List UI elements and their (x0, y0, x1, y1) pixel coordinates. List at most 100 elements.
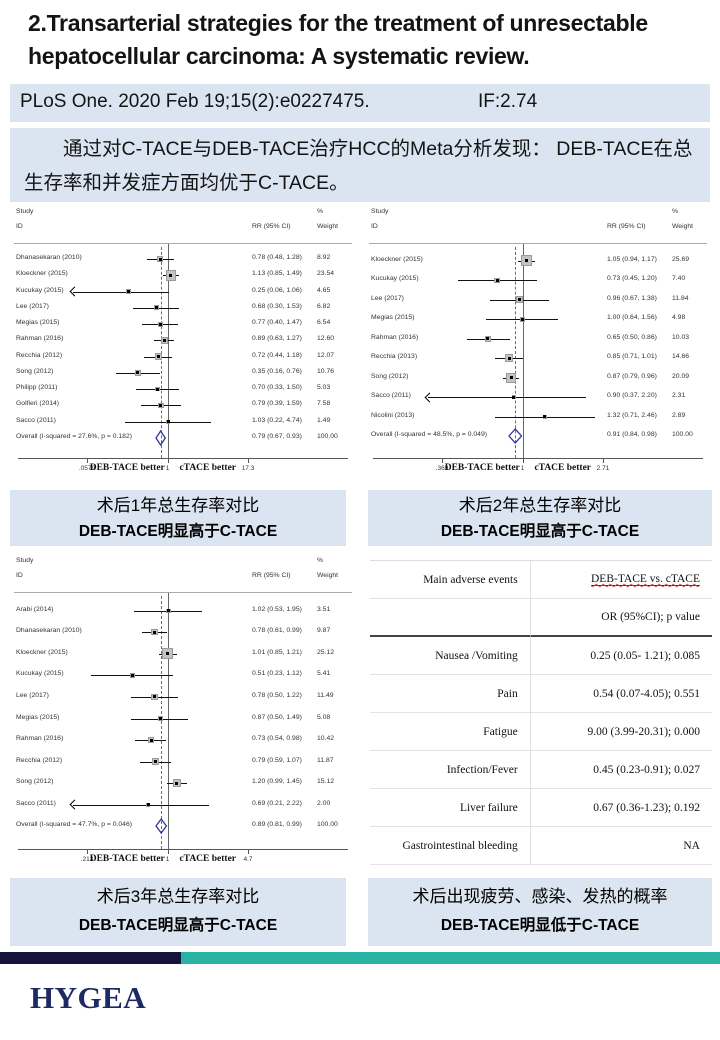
weight-value: 5.08 (317, 713, 331, 721)
col-header-study: Study (16, 208, 34, 215)
rr-value: 0.89 (0.81, 0.99) (252, 821, 302, 829)
study-label: Dhanasekaran (2010) (16, 627, 82, 635)
effect-point (156, 355, 160, 359)
rr-value: 1.05 (0.94, 1.17) (607, 255, 657, 263)
rr-value: 0.96 (0.67, 1.38) (607, 294, 657, 302)
rr-value: 1.13 (0.85, 1.49) (252, 270, 302, 278)
ci-arrow-left (69, 286, 80, 297)
study-label: Song (2012) (16, 778, 54, 786)
rr-value: 1.20 (0.99, 1.45) (252, 778, 302, 786)
effect-point (175, 781, 179, 785)
caption-line2: DEB-TACE明显高于C-TACE (440, 523, 640, 540)
study-label: Kucukay (2015) (371, 275, 419, 283)
effect-point (507, 356, 511, 360)
weight-value: 12.07 (317, 351, 335, 359)
axis-text-left: DEB-TACE better (89, 463, 165, 473)
overall-estimate-line (160, 247, 162, 458)
col-header-weight: Weight (672, 223, 694, 230)
study-label: Recchia (2013) (371, 353, 418, 361)
col-header-rr: RR (95% CI) (252, 223, 291, 230)
ci-line (428, 397, 587, 399)
rr-value: 0.51 (0.23, 1.12) (252, 670, 302, 678)
header-rule (369, 243, 707, 244)
page-title: 2.Transarterial strategies for the treat… (28, 10, 648, 70)
weight-value: 10.03 (672, 333, 690, 341)
col-header-weight: Weight (317, 223, 339, 230)
rr-value: 0.79 (0.39, 1.59) (252, 400, 302, 408)
value-cell: 9.00 (3.99-20.31); 0.000 (530, 713, 712, 751)
x-axis-tick-label: 4.7 (243, 856, 253, 863)
study-label: Rahman (2016) (16, 735, 64, 743)
null-line (522, 244, 524, 458)
x-axis-tick-label: .213 (80, 856, 94, 863)
ci-arrow-left (69, 799, 80, 810)
effect-point (153, 760, 157, 764)
x-axis-tick (248, 459, 249, 463)
rr-value: 1.00 (0.64, 1.56) (607, 314, 657, 322)
rr-value: 1.32 (0.71, 2.46) (607, 411, 657, 419)
weight-value: 9.87 (317, 627, 331, 635)
study-label: Philipp (2011) (16, 384, 58, 392)
table-header-comparison: DEB-TACE vs. cTACE (590, 573, 700, 586)
col-header-study: Study (16, 557, 34, 564)
study-label: Kucukay (2015) (16, 670, 64, 678)
study-label: Kloeckner (2015) (16, 648, 68, 656)
value-cell: 0.25 (0.05- 1.21); 0.085 (530, 637, 712, 675)
journal-bar: PLoS One. 2020 Feb 19;15(2):e0227475. IF… (10, 84, 710, 122)
x-axis-tick (87, 850, 88, 854)
weight-value: 100.00 (317, 432, 338, 440)
rr-value: 0.65 (0.50, 0.86) (607, 333, 657, 341)
weight-value: 14.66 (672, 353, 690, 361)
table-row: Gastrointestinal bleeding NA (370, 827, 712, 865)
x-axis-line (18, 849, 348, 850)
forest-plot-1yr-os: Study ID% RR (95% CI) Weight Dhanasekaran (2… (10, 203, 356, 485)
table-subheader-col1 (370, 599, 531, 637)
effect-point (169, 273, 173, 277)
value-cell: 0.45 (0.23-0.91); 0.027 (530, 751, 712, 789)
study-label: Lee (2017) (16, 302, 49, 310)
weight-value: 2.00 (317, 799, 331, 807)
rr-value: 0.25 (0.06, 1.06) (252, 286, 302, 294)
col-header-pct: % (317, 208, 324, 215)
hygea-logo: HYGEA (30, 980, 147, 1015)
table-header-comparison-text: DEB-TACE vs. cTACE (590, 573, 700, 585)
caption-3yr-os: 术后3年总生存率对比 DEB-TACE明显高于C-TACE (10, 878, 346, 946)
axis-text-right: cTACE better (534, 463, 592, 473)
overall-diamond (507, 428, 522, 445)
rr-value: 0.85 (0.71, 1.01) (607, 353, 657, 361)
weight-value: 1.49 (317, 416, 331, 424)
summary-box: 通过对C-TACE与DEB-TACE治疗HCC的Meta分析发现： DEB-TA… (10, 128, 710, 202)
rr-value: 0.91 (0.84, 0.98) (607, 431, 657, 439)
weight-value: 10.76 (317, 367, 335, 375)
weight-value: 11.84 (672, 294, 689, 302)
x-axis-tick-label: .0579 (78, 465, 96, 472)
caption-adverse-events: 术后出现疲劳、感染、发热的概率 DEB-TACE明显低于C-TACE (368, 878, 712, 946)
study-label: Rahman (2016) (371, 333, 419, 341)
effect-point (158, 257, 162, 261)
weight-value: 11.87 (317, 756, 334, 764)
weight-value: 6.82 (317, 302, 331, 310)
effect-point (159, 403, 163, 407)
table-header-col2: DEB-TACE vs. cTACE (530, 561, 712, 599)
table-header-row: Main adverse events DEB-TACE vs. cTACE (370, 561, 712, 599)
table-header-col1: Main adverse events (370, 561, 531, 599)
caption-line2: DEB-TACE明显低于C-TACE (440, 917, 640, 934)
effect-point (521, 317, 524, 321)
value-cell: NA (530, 827, 712, 865)
effect-point (524, 259, 528, 263)
caption-2yr-os: 术后2年总生存率对比 DEB-TACE明显高于C-TACE (368, 490, 712, 546)
ci-arrow-left (424, 392, 435, 403)
footer-navy-bar (0, 952, 181, 964)
effect-point (512, 395, 516, 399)
rr-value: 1.03 (0.22, 4.74) (252, 416, 302, 424)
x-axis-tick-label: 1 (165, 465, 170, 472)
rr-value: 0.90 (0.37, 2.20) (607, 392, 657, 400)
study-label: Recchia (2012) (16, 756, 63, 764)
study-label: Lee (2017) (16, 691, 49, 699)
rr-value: 0.89 (0.63, 1.27) (252, 335, 302, 343)
forest-plot-2yr-os: Study ID% RR (95% CI) Weight Kloeckner (2015… (365, 203, 711, 485)
caption-line2: DEB-TACE明显高于C-TACE (78, 523, 278, 540)
effect-point (162, 338, 166, 342)
event-cell: Infection/Fever (370, 751, 531, 789)
